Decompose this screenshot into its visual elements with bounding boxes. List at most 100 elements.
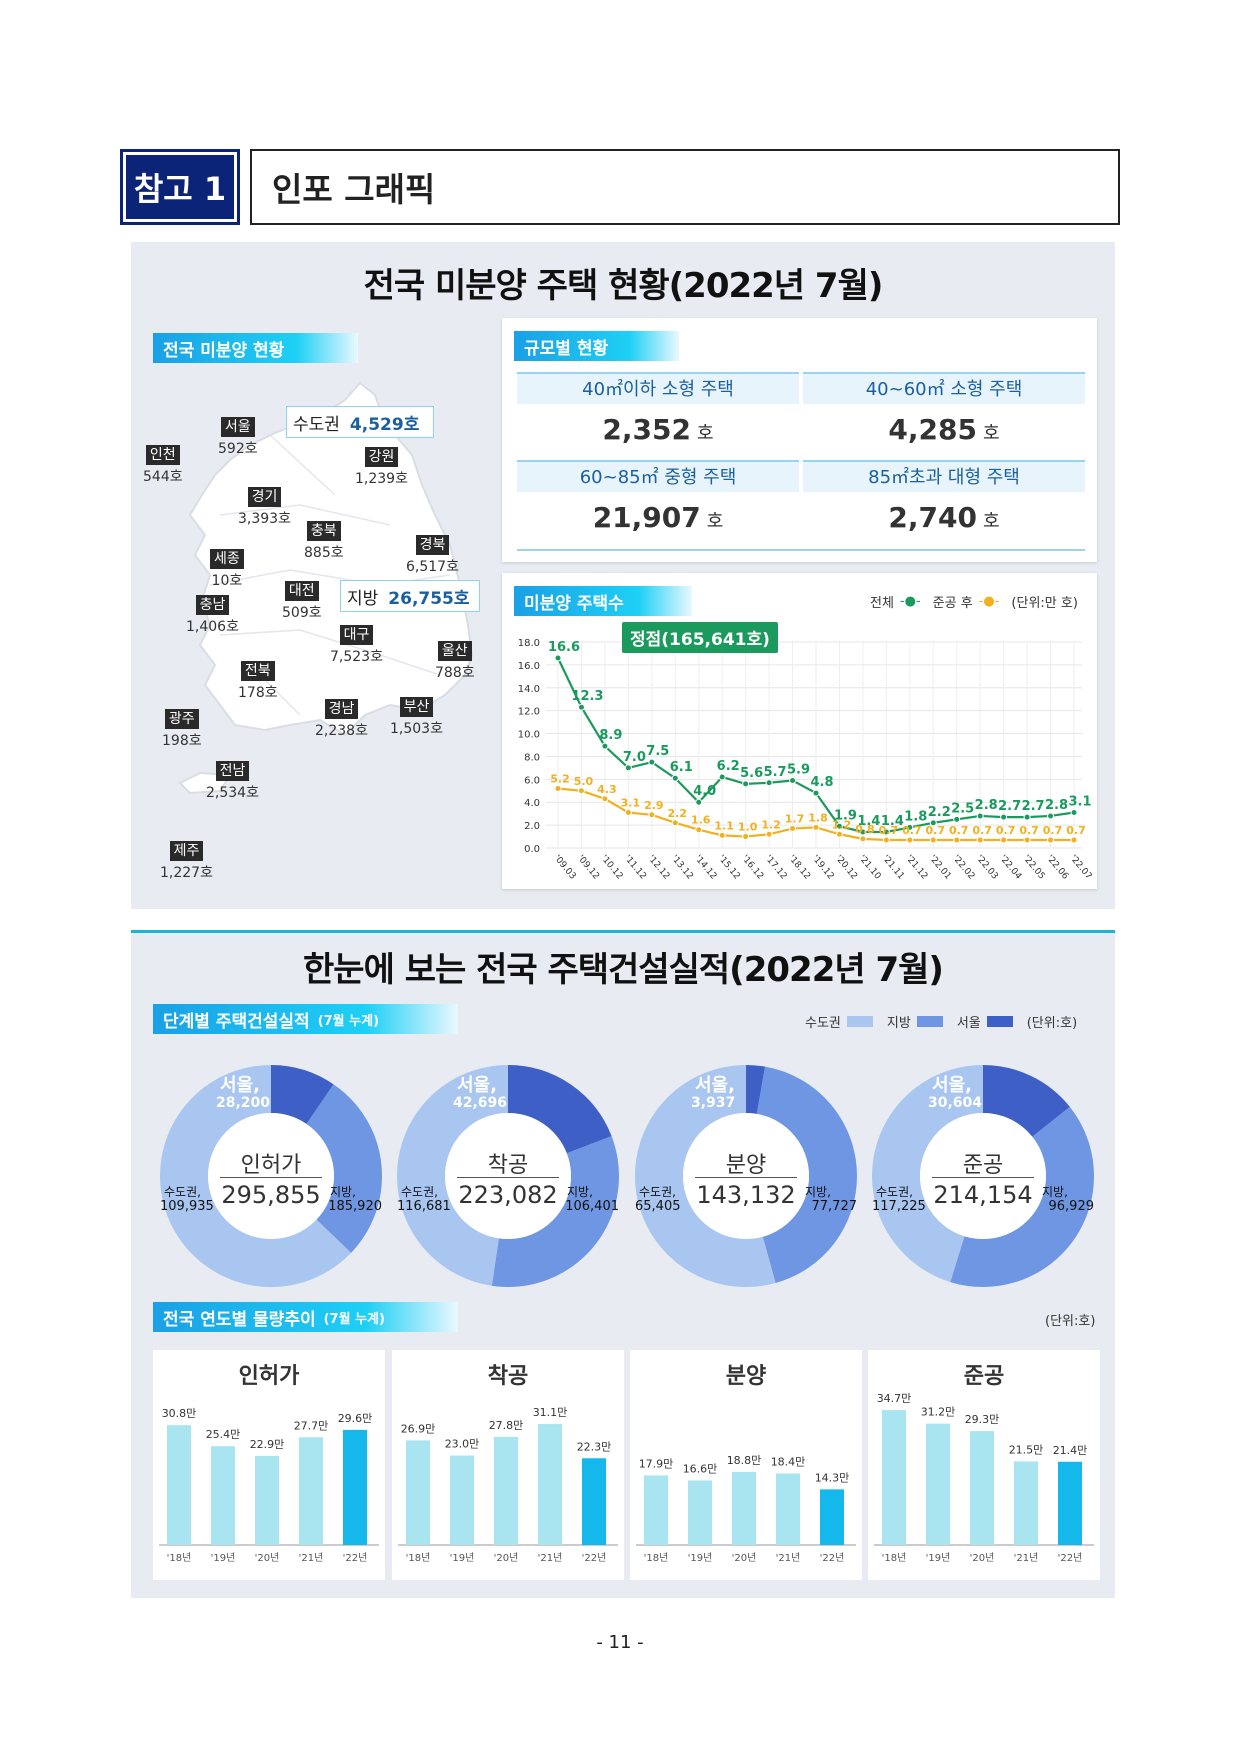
region-gwangju: 광주 198호 (162, 709, 202, 749)
x-tick-label: '21.11 (880, 854, 906, 882)
data-point (648, 811, 656, 819)
bar (820, 1489, 844, 1545)
y-tick-label: 8.0 (524, 752, 540, 763)
bar (776, 1473, 800, 1545)
region-seoul: 서울 592호 (218, 417, 258, 457)
construction-title: 한눈에 보는 전국 주택건설실적(2022년 7월) (303, 950, 944, 990)
data-point (835, 830, 843, 838)
data-label: 1.7 (785, 813, 805, 826)
region-jeju: 제주 1,227호 (160, 841, 213, 881)
peak-callout: 정점(165,641호) (622, 622, 778, 653)
x-tick-label: '19.12 (810, 854, 836, 882)
year-label: '19년 (688, 1552, 713, 1564)
yearly-card-3: 분양 17.9만 '18년 16.6만 '19년 18.8만 '20년 18.4만 '21년 14… (630, 1350, 862, 1580)
data-label: 6.2 (717, 759, 740, 774)
yearly-card-1: 인허가 30.8만 '18년 25.4만 '19년 22.9만 '20년 27.7만 '21년 2… (153, 1350, 385, 1580)
year-label: '19년 (926, 1552, 951, 1564)
yearly-bar-chart: 17.9만 '18년 16.6만 '19년 18.8만 '20년 18.4만 '21년 14.3… (636, 1454, 856, 1564)
data-point (577, 703, 585, 711)
data-label: 0.7 (972, 824, 992, 837)
data-label: 0.7 (879, 824, 899, 837)
capital-value: 116,681 (397, 1199, 451, 1214)
x-tick-label: '15.12 (716, 854, 742, 882)
data-label: 4.0 (693, 784, 716, 799)
data-label: 1.0 (738, 821, 758, 834)
data-point (624, 764, 632, 772)
data-label: 2.5 (951, 801, 974, 816)
data-point (812, 789, 820, 797)
data-label: 0.7 (996, 824, 1016, 837)
donut-3: 분양 143,132 서울, 3,937 수도권, 65,405 지방, 77,727 (635, 1065, 857, 1287)
region-busan: 부산 1,503호 (390, 697, 443, 737)
local-value: 106,401 (565, 1199, 619, 1214)
local-label: 지방, (805, 1185, 831, 1199)
data-point (906, 836, 914, 844)
data-label: 5.2 (550, 772, 570, 785)
local-value: 185,920 (328, 1199, 382, 1214)
data-label: 0.7 (1019, 824, 1038, 837)
local-label: 지방, (567, 1185, 593, 1199)
bar-value-label: 23.0만 (445, 1438, 480, 1451)
bar (538, 1424, 562, 1545)
donut-4: 준공 214,154 서울, 30,604 수도권, 117,225 지방, 96,929 (872, 1065, 1094, 1287)
y-tick-label: 4.0 (524, 798, 540, 809)
x-tick-label: '22.02 (950, 854, 976, 882)
year-label: '20년 (494, 1552, 519, 1564)
yearly-bar-chart: 30.8만 '18년 25.4만 '19년 22.9만 '20년 27.7만 '21년 29.6… (159, 1407, 379, 1564)
year-label: '22년 (343, 1552, 368, 1564)
x-tick-label: '22.04 (997, 854, 1023, 882)
data-label: 1.8 (808, 811, 828, 824)
donut-chart (160, 1065, 382, 1287)
x-tick-label: '16.12 (739, 854, 765, 882)
data-point (789, 776, 797, 784)
year-label: '21년 (1014, 1552, 1039, 1564)
data-label: 0.7 (1043, 824, 1063, 837)
bar (644, 1475, 668, 1545)
yearly-card-title: 준공 (963, 1364, 1005, 1389)
data-label: 2.8 (1045, 798, 1068, 813)
y-tick-label: 6.0 (524, 775, 540, 786)
bar-value-label: 27.7만 (294, 1419, 329, 1432)
data-label: 0.8 (855, 823, 875, 836)
capital-label: 수도권, (401, 1185, 438, 1199)
data-point (1070, 836, 1078, 844)
y-tick-label: 14.0 (518, 684, 540, 695)
data-label: 6.1 (670, 760, 693, 775)
data-label: 1.4 (857, 814, 880, 829)
data-point (789, 825, 797, 833)
bar (688, 1480, 712, 1545)
donut-chart (872, 1065, 1094, 1287)
data-point (695, 798, 703, 806)
year-label: '22년 (820, 1552, 845, 1564)
x-tick-label: '22.07 (1068, 854, 1092, 882)
data-label: 16.6 (548, 640, 580, 655)
x-tick-label: '09.12 (575, 854, 601, 882)
bar (926, 1423, 950, 1545)
data-point (765, 779, 773, 787)
data-point (835, 822, 843, 830)
bar (343, 1429, 367, 1545)
donut-segment-local (872, 1065, 1094, 1287)
year-label: '18년 (406, 1552, 431, 1564)
x-tick-label: '22.03 (974, 854, 1000, 882)
trend-ribbon: 미분양 주택수 (514, 586, 692, 616)
data-point (624, 809, 632, 817)
stage-legend: 수도권 지방 서울 (단위:호) (805, 1016, 1078, 1031)
data-label: 2.7 (1022, 799, 1045, 814)
bar-value-label: 22.9만 (250, 1438, 285, 1451)
bar-value-label: 21.5만 (1009, 1443, 1044, 1456)
trend-chart: 18.0 16.0 14.0 12.0 10.0 8.0 6.0 4.0 2.0 0.0 '09.0… (518, 638, 1092, 882)
data-point (742, 780, 750, 788)
data-label: 3.1 (1068, 795, 1091, 810)
donut-segment-local (160, 1065, 382, 1287)
bar (1014, 1461, 1038, 1545)
donut-title: 준공 (962, 1153, 1004, 1178)
data-point (742, 833, 750, 841)
bar (406, 1440, 430, 1545)
bar-value-label: 26.9만 (401, 1422, 436, 1435)
local-label: 지방, (330, 1185, 356, 1199)
data-label: 1.2 (761, 818, 781, 831)
data-point (718, 831, 726, 839)
region-gyeongbuk: 경북 6,517호 (406, 535, 459, 575)
data-label: 1.9 (834, 808, 857, 823)
